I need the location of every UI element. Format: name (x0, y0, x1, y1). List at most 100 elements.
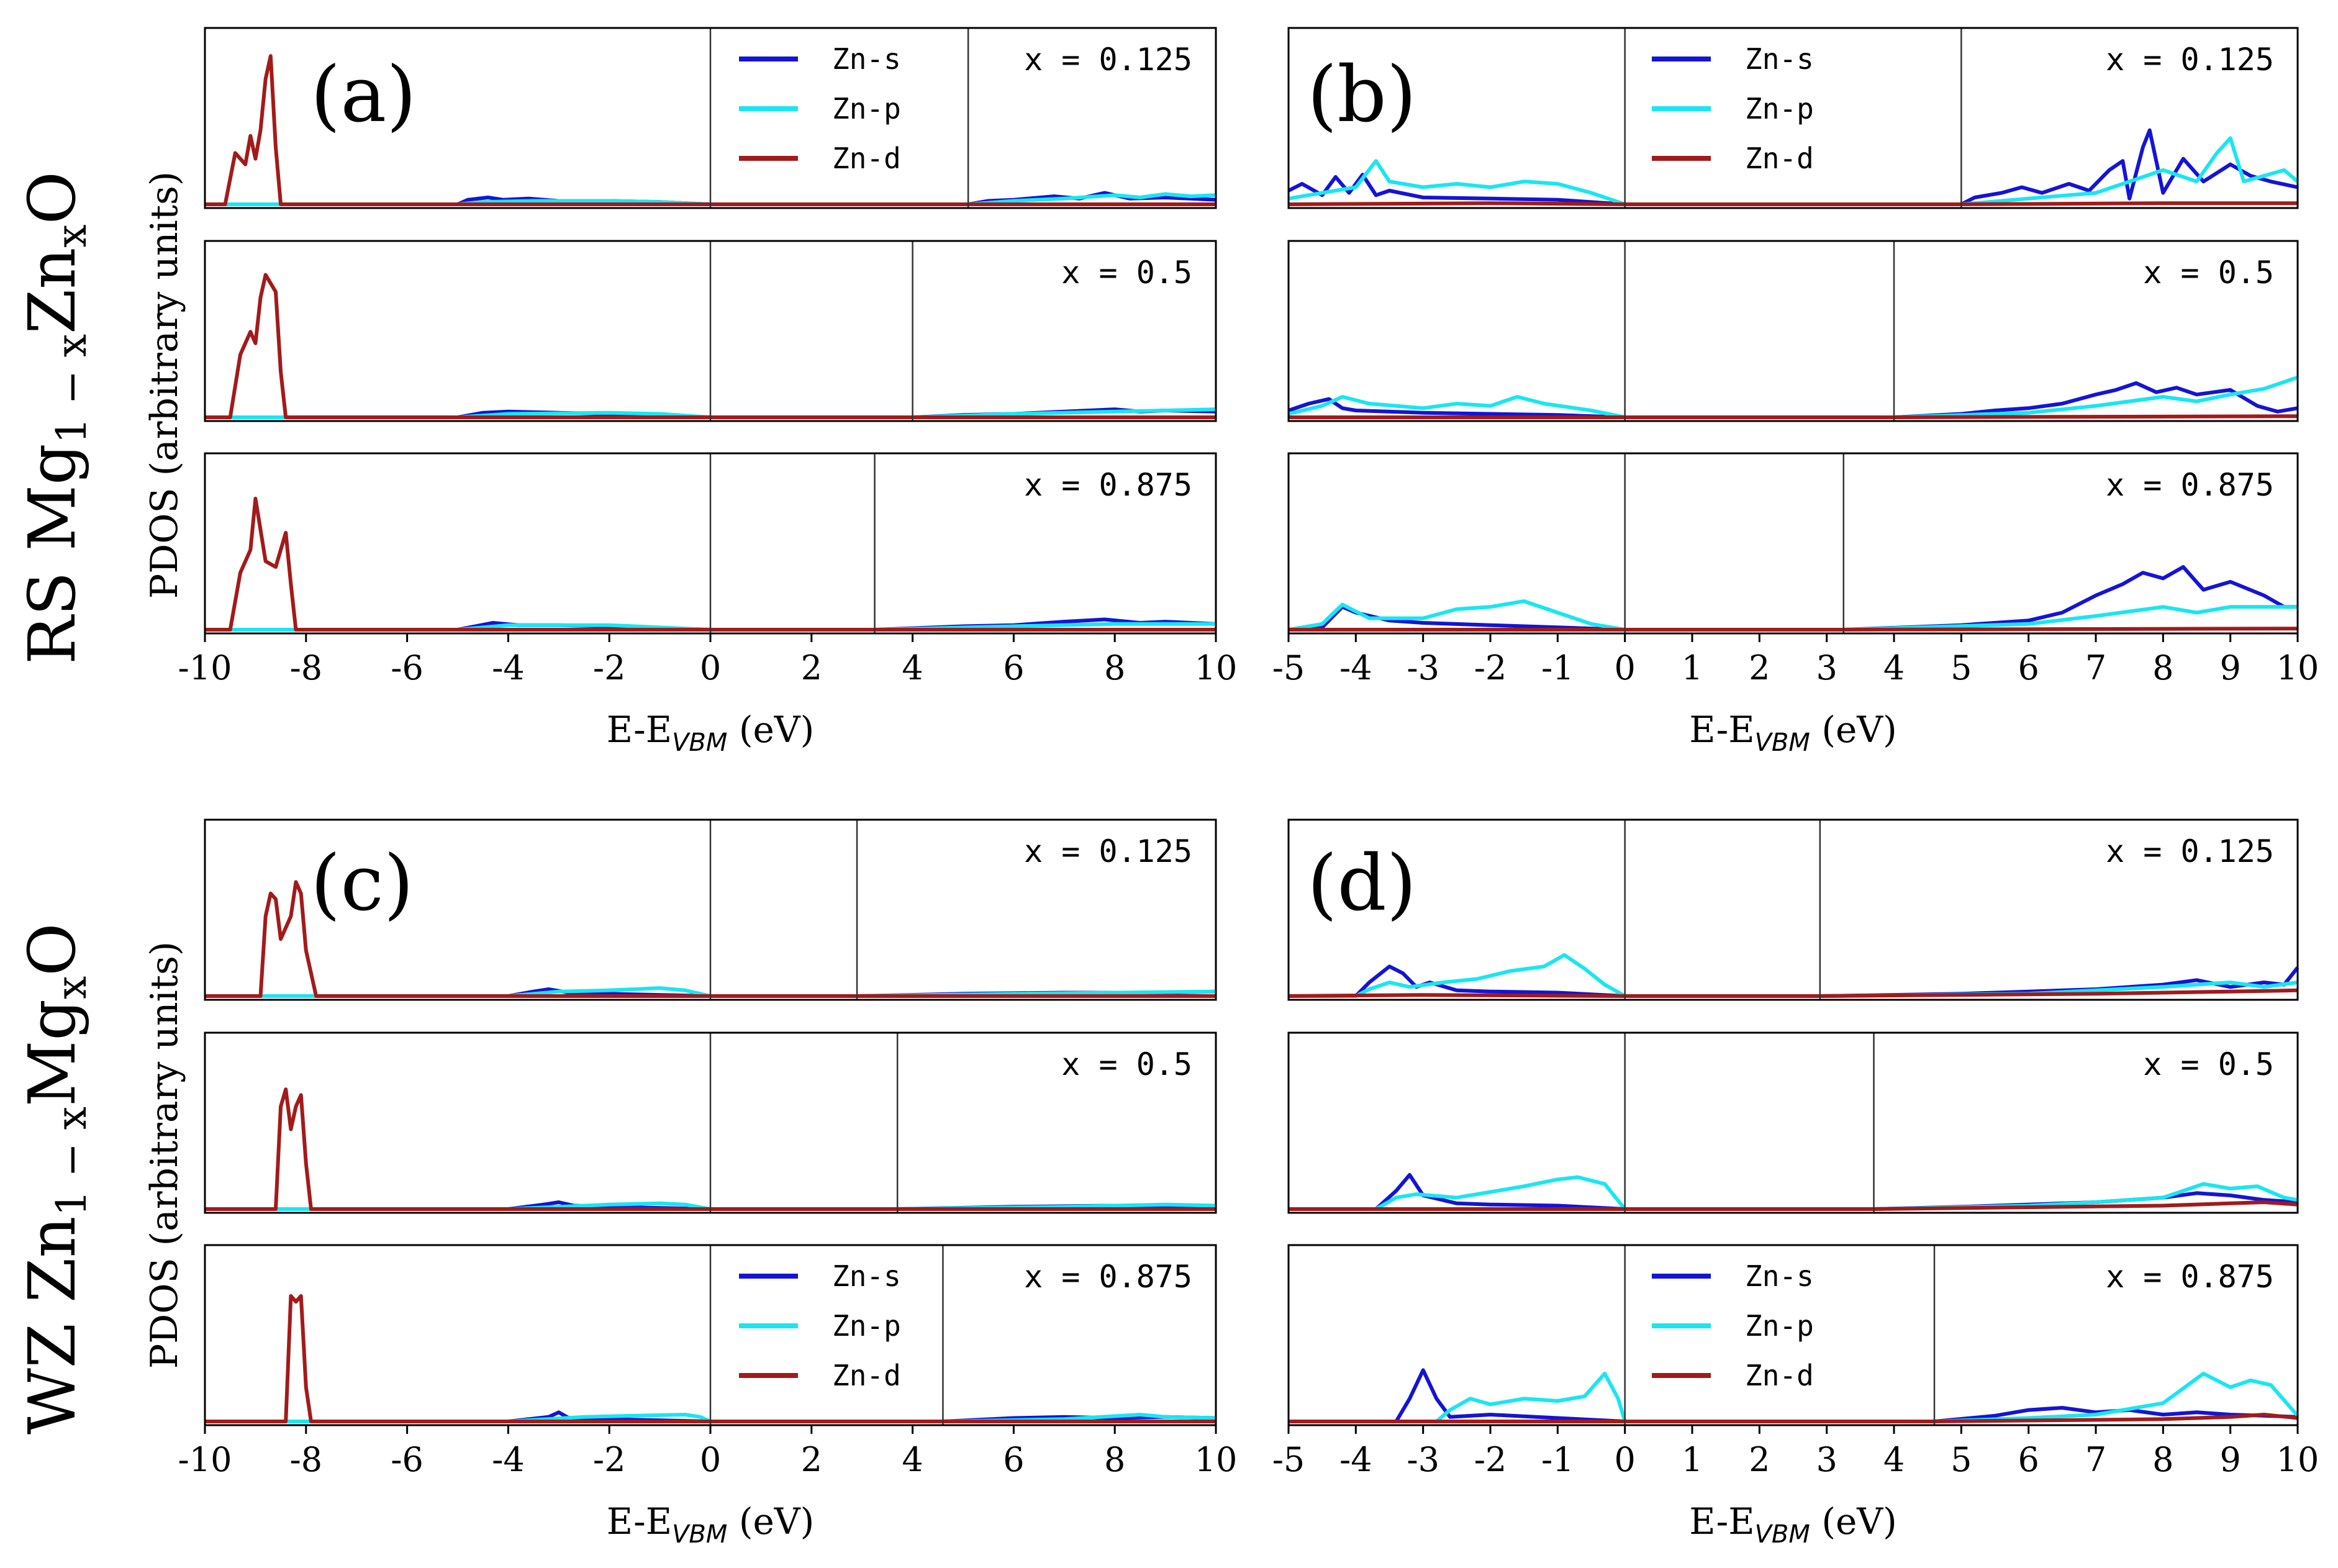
legend-label-zn_d: Zn-d (832, 142, 901, 175)
panel-letter-a: (a) (310, 50, 417, 140)
panel-letter-b: (b) (1307, 50, 1416, 140)
x-tick-label: 3 (1816, 648, 1837, 687)
x-tick-label: -4 (1339, 648, 1372, 687)
x-tick-label: -6 (391, 1440, 424, 1479)
axes-frame (204, 818, 1217, 1001)
panel-c: x = 0.125 x = 0.5 x = 0.875 Zn-s Zn-p Zn-d -10… (178, 818, 1238, 1549)
legend: Zn-s Zn-p Zn-d (739, 1259, 901, 1392)
x-tick-label: -8 (289, 1440, 322, 1479)
x-tick-label: 0 (1614, 1440, 1635, 1479)
subplot-a-3: x = 0.875 (204, 452, 1217, 635)
x-tick-label: -2 (593, 1440, 626, 1479)
x-tick-label: 0 (700, 1440, 721, 1479)
curve-d-2-zn_p (1289, 1175, 2298, 1211)
x-tick-label: 4 (1883, 1440, 1905, 1479)
x-tick-label: 4 (902, 1440, 923, 1479)
x-tick-label: 8 (2152, 1440, 2173, 1479)
x-tick-label: 10 (1195, 1440, 1238, 1479)
x-tick-label: 8 (2152, 648, 2173, 687)
curve-a-3-zn_d (205, 496, 1216, 632)
legend-label-zn_p: Zn-p (1745, 1309, 1814, 1343)
legend-label-zn_s: Zn-s (832, 42, 901, 76)
composition-label: x = 0.875 (1024, 1259, 1192, 1295)
x-tick-label: 5 (1951, 648, 1972, 687)
curve-b-3-zn_s (1288, 565, 2298, 632)
curve-b-1-zn_s (1287, 128, 2298, 206)
x-tick-label: -6 (391, 648, 424, 687)
legend-label-zn_s: Zn-s (832, 1259, 901, 1293)
composition-label: x = 0.125 (1024, 833, 1192, 869)
curve-d-1-zn_p (1289, 953, 2298, 998)
curve-c-2-zn_d (205, 1087, 1216, 1211)
x-tick-label: 2 (801, 648, 822, 687)
side-label-rs: RS Mg1 − xZnxO (14, 171, 96, 664)
x-tick-label: 9 (2219, 1440, 2241, 1479)
x-tick-label: 6 (2018, 648, 2039, 687)
ylabel-top: PDOS (arbitrary units) (143, 171, 186, 599)
x-tick-label: -1 (1541, 1440, 1574, 1479)
axes-frame (204, 27, 1217, 209)
x-tick-label: -10 (178, 1440, 232, 1479)
curve-b-2-zn_d (1289, 414, 2298, 419)
composition-label: x = 0.125 (2106, 833, 2274, 869)
composition-label: x = 0.125 (2106, 42, 2274, 78)
curve-c-3-zn_p (205, 1413, 1217, 1423)
x-tick-label: 8 (1104, 648, 1125, 687)
x-tick-label: 6 (2018, 1440, 2039, 1479)
panel-letter-d: (d) (1307, 839, 1416, 928)
curve-a-2-zn_d (205, 273, 1216, 419)
legend-label-zn_p: Zn-p (832, 92, 901, 125)
legend-label-zn_s: Zn-s (1745, 42, 1814, 76)
x-tick-label: -2 (1474, 1440, 1507, 1479)
subplot-b-1: x = 0.125 Zn-s Zn-p Zn-d (1287, 27, 2299, 209)
x-tick-label: 7 (2085, 648, 2106, 687)
axes-frame (1287, 27, 2299, 209)
curve-b-1-zn_d (1288, 201, 2298, 206)
x-axis-label: E-EVBM (eV) (607, 1500, 815, 1549)
x-tick-label: 2 (1749, 1440, 1770, 1479)
x-tick-label: 6 (1003, 1440, 1024, 1479)
x-tick-label: 9 (2219, 648, 2241, 687)
ylabel-bottom: PDOS (arbitrary units) (143, 941, 186, 1369)
legend-label-zn_s: Zn-s (1745, 1259, 1814, 1293)
axes-frame (1287, 1244, 2299, 1426)
x-tick-label: 10 (2277, 1440, 2319, 1479)
x-axis-label: E-EVBM (eV) (607, 709, 815, 757)
legend-label-zn_d: Zn-d (1745, 1359, 1814, 1392)
x-tick-label: 3 (1816, 1440, 1837, 1479)
x-tick-label: 10 (2277, 648, 2319, 687)
curve-a-1-zn_d (205, 54, 1216, 206)
x-axis-label: E-EVBM (eV) (1689, 1500, 1897, 1549)
axes-frame (1287, 452, 2299, 635)
curve-b-2-zn_s (1288, 381, 2298, 419)
subplot-d-3: x = 0.875 Zn-s Zn-p Zn-d (1287, 1244, 2299, 1426)
axes-frame (1287, 1031, 2299, 1214)
curve-d-2-zn_d (1289, 1200, 2298, 1211)
composition-label: x = 0.875 (2106, 1259, 2274, 1295)
panel-a: x = 0.125 Zn-s Zn-p Zn-d x = 0.5 x = 0.875 -10… (178, 27, 1237, 757)
x-tick-label: -10 (178, 648, 232, 687)
x-tick-label: 1 (1682, 648, 1703, 687)
panel-letter-c: (c) (310, 839, 414, 928)
x-tick-label: 0 (1614, 648, 1635, 687)
legend: Zn-s Zn-p Zn-d (739, 42, 901, 175)
x-tick-label: -4 (1339, 1440, 1372, 1479)
x-tick-label: -4 (492, 648, 525, 687)
x-tick-label: -2 (593, 648, 626, 687)
curve-d-3-zn_p (1289, 1371, 2299, 1423)
subplot-c-2: x = 0.5 (204, 1031, 1217, 1214)
curve-c-3-zn_d (205, 1294, 1216, 1423)
composition-label: x = 0.875 (1024, 467, 1192, 503)
subplot-d-1: x = 0.125 (1287, 818, 2299, 1001)
x-tick-label: -1 (1541, 648, 1574, 687)
legend: Zn-s Zn-p Zn-d (1652, 42, 1814, 175)
subplot-c-1: x = 0.125 (204, 818, 1217, 1001)
subplot-a-2: x = 0.5 (204, 240, 1217, 422)
x-axis-label: E-EVBM (eV) (1689, 709, 1897, 757)
legend-label-zn_d: Zn-d (1745, 142, 1814, 175)
legend-label-zn_p: Zn-p (1745, 92, 1814, 125)
